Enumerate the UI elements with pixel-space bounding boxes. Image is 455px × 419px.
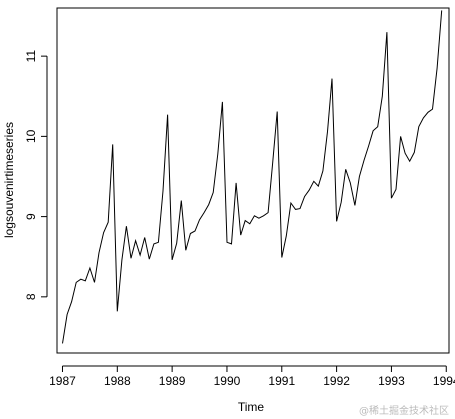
x-tick-label: 1990 [214, 374, 241, 388]
x-ticks: 1987 1988 1989 1990 1991 1992 1993 1994 [49, 366, 455, 388]
x-tick-label: 1992 [323, 374, 350, 388]
y-ticks: 8 9 10 11 [24, 50, 47, 300]
x-axis-label: Time [238, 400, 265, 414]
y-tick-label: 9 [24, 213, 38, 220]
plot-frame [56, 7, 450, 354]
y-tick-label: 8 [24, 293, 38, 300]
x-tick-label: 1991 [268, 374, 295, 388]
x-tick-label: 1989 [159, 374, 186, 388]
watermark: @稀土掘金技术社区 [359, 406, 449, 417]
y-tick-label: 11 [24, 50, 38, 63]
x-tick-label: 1993 [378, 374, 405, 388]
x-tick-label: 1987 [49, 374, 76, 388]
y-axis-label: logsouvenirtimeseries [2, 122, 16, 238]
y-axis: 8 9 10 11 logsouvenirtimeseries [2, 50, 48, 300]
x-axis: 1987 1988 1989 1990 1991 1992 1993 1994 Time [49, 365, 455, 414]
x-tick-label: 1994 [433, 374, 455, 388]
x-tick-label: 1988 [104, 374, 131, 388]
plot-box [56, 7, 450, 354]
series-line [62, 10, 443, 344]
series-layer [62, 10, 443, 344]
y-tick-label: 10 [24, 129, 38, 143]
